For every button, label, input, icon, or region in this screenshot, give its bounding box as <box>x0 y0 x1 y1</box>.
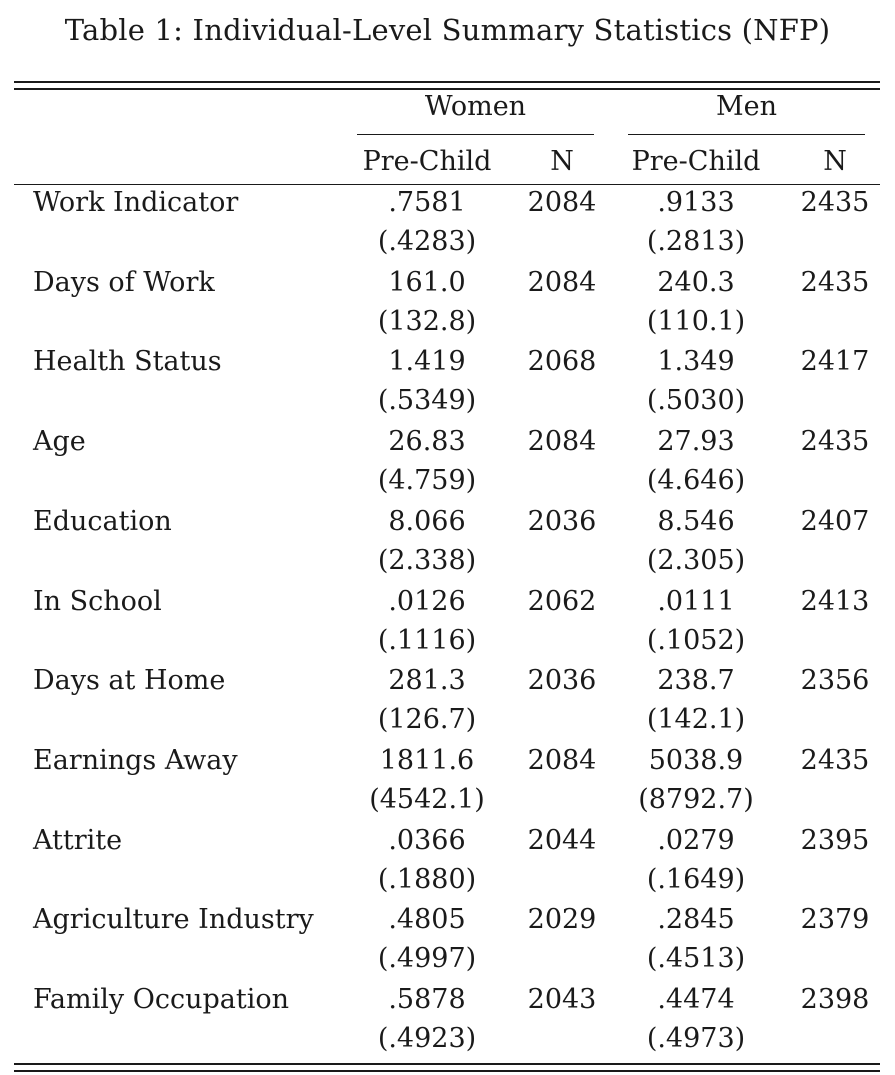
cell-men-sd: (8792.7) <box>638 784 754 815</box>
cell-women-prechild: .7581 <box>388 187 466 218</box>
header-rule <box>14 184 880 185</box>
cell-men-sd: (142.1) <box>646 704 746 735</box>
cell-men-prechild: 27.93 <box>657 426 735 457</box>
cell-women-sd: (.5349) <box>377 385 477 416</box>
row-label: In School <box>33 586 162 617</box>
cell-women-n: 2043 <box>527 984 597 1015</box>
cell-men-sd: (.4973) <box>646 1023 746 1054</box>
cell-men-n: 2417 <box>800 346 870 377</box>
row-label: Family Occupation <box>33 984 289 1015</box>
cell-women-n: 2084 <box>527 267 597 298</box>
subheader-women-n: N <box>550 146 574 177</box>
cell-men-prechild: .9133 <box>657 187 735 218</box>
cell-women-prechild: .0366 <box>388 825 466 856</box>
cell-women-n: 2068 <box>527 346 597 377</box>
row-label: Education <box>33 506 172 537</box>
table-caption: Table 1: Individual-Level Summary Statis… <box>64 13 831 47</box>
cell-men-sd: (110.1) <box>646 306 746 337</box>
cell-women-sd: (.1116) <box>377 625 477 656</box>
cell-men-prechild: .0111 <box>657 586 735 617</box>
cell-women-prechild: 281.3 <box>388 665 466 696</box>
cell-women-n: 2036 <box>527 506 597 537</box>
cell-men-sd: (.1052) <box>646 625 746 656</box>
cell-men-n: 2395 <box>800 825 870 856</box>
cell-women-prechild: .4805 <box>388 904 466 935</box>
row-label: Earnings Away <box>33 745 238 776</box>
cell-women-n: 2062 <box>527 586 597 617</box>
cell-women-sd: (.4923) <box>377 1023 477 1054</box>
cell-men-prechild: 240.3 <box>657 267 735 298</box>
cell-men-sd: (4.646) <box>646 465 746 496</box>
cell-men-n: 2398 <box>800 984 870 1015</box>
cell-women-n: 2036 <box>527 665 597 696</box>
cell-men-n: 2435 <box>800 187 870 218</box>
row-label: Days of Work <box>33 267 215 298</box>
cell-women-prechild: 1811.6 <box>379 745 475 776</box>
cell-men-n: 2379 <box>800 904 870 935</box>
cell-women-prechild: .5878 <box>388 984 466 1015</box>
cell-men-sd: (2.305) <box>646 545 746 576</box>
cell-men-prechild: 5038.9 <box>648 745 744 776</box>
row-label: Health Status <box>33 346 222 377</box>
subheader-men-n: N <box>823 146 847 177</box>
cell-men-n: 2407 <box>800 506 870 537</box>
cmidrule-men <box>628 134 865 135</box>
row-label: Age <box>33 426 86 457</box>
cell-men-sd: (.1649) <box>646 864 746 895</box>
row-label: Attrite <box>33 825 123 856</box>
row-label: Days at Home <box>33 665 226 696</box>
cell-men-sd: (.2813) <box>646 226 746 257</box>
cell-women-n: 2044 <box>527 825 597 856</box>
cell-women-sd: (.1880) <box>377 864 477 895</box>
top-rule-inner <box>14 88 880 90</box>
cell-men-prechild: 238.7 <box>657 665 735 696</box>
cell-men-sd: (.4513) <box>646 943 746 974</box>
cell-women-n: 2084 <box>527 745 597 776</box>
bottom-rule-inner <box>14 1070 880 1072</box>
cell-men-n: 2435 <box>800 745 870 776</box>
cell-men-prechild: 1.349 <box>657 346 735 377</box>
cell-men-prechild: .0279 <box>657 825 735 856</box>
cell-women-prechild: .0126 <box>388 586 466 617</box>
cell-women-prechild: 1.419 <box>388 346 466 377</box>
cell-women-prechild: 26.83 <box>388 426 466 457</box>
cell-men-prechild: .2845 <box>657 904 735 935</box>
cell-women-sd: (132.8) <box>377 306 477 337</box>
cell-men-n: 2413 <box>800 586 870 617</box>
cell-men-n: 2435 <box>800 426 870 457</box>
cell-women-prechild: 161.0 <box>388 267 466 298</box>
cell-men-prechild: .4474 <box>657 984 735 1015</box>
bottom-rule <box>14 1063 880 1065</box>
row-label: Agriculture Industry <box>33 904 314 935</box>
cell-women-sd: (.4997) <box>377 943 477 974</box>
group-header-women: Women <box>424 91 527 122</box>
cell-women-sd: (126.7) <box>377 704 477 735</box>
cell-women-n: 2084 <box>527 187 597 218</box>
subheader-women-prechild: Pre-Child <box>362 146 492 177</box>
group-header-men: Men <box>715 91 777 122</box>
cell-women-sd: (.4283) <box>377 226 477 257</box>
subheader-men-prechild: Pre-Child <box>631 146 761 177</box>
cell-women-sd: (4542.1) <box>369 784 485 815</box>
cell-women-n: 2084 <box>527 426 597 457</box>
row-label: Work Indicator <box>33 187 239 218</box>
cell-women-sd: (2.338) <box>377 545 477 576</box>
cell-women-n: 2029 <box>527 904 597 935</box>
cell-women-prechild: 8.066 <box>388 506 466 537</box>
cell-men-sd: (.5030) <box>646 385 746 416</box>
cell-women-sd: (4.759) <box>377 465 477 496</box>
top-rule <box>14 81 880 83</box>
cell-men-n: 2435 <box>800 267 870 298</box>
cell-men-prechild: 8.546 <box>657 506 735 537</box>
cmidrule-women <box>357 134 594 135</box>
cell-men-n: 2356 <box>800 665 870 696</box>
